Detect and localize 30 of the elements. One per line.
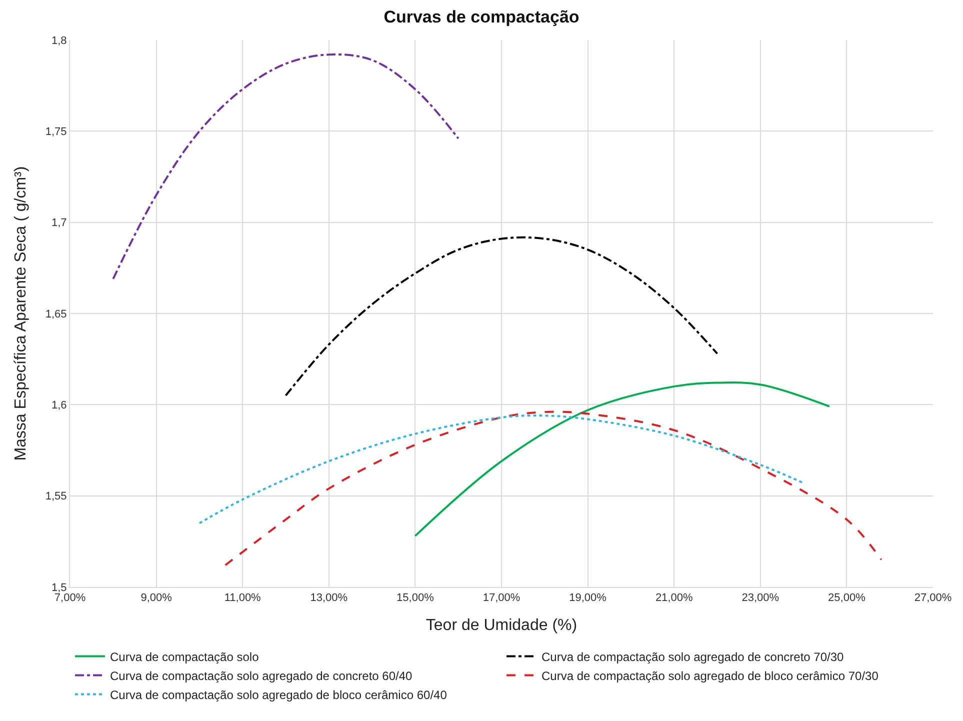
x-tick-label: 11,00% — [224, 592, 262, 604]
y-tick-label: 1,65 — [45, 308, 67, 320]
legend-label: Curva de compactação solo — [110, 650, 260, 664]
y-tick-label: 1,8 — [52, 34, 67, 47]
line-series — [198, 414, 805, 524]
x-tick-label: 21,00% — [655, 592, 693, 604]
chart-title: Curvas de compactação — [384, 8, 580, 27]
x-tick-label: 19,00% — [569, 592, 607, 604]
y-tick-label: 1,55 — [45, 490, 67, 503]
line-series — [224, 410, 882, 566]
x-tick-label: 17,00% — [482, 592, 520, 604]
legend-label: Curva de compactação solo agregado de concreto 70/30 — [542, 650, 844, 664]
y-tick-label: 1,75 — [45, 126, 67, 138]
y-tick-label: 1,7 — [52, 217, 67, 230]
x-tick-label: 9,00% — [140, 592, 172, 604]
x-tick-label: 27,00% — [914, 592, 952, 604]
legend-label: Curva de compactação solo agregado de concreto 60/40 — [110, 668, 413, 683]
line-series — [414, 382, 830, 537]
y-axis-title: Massa Específica Aparente Seca ( g/cm³) — [12, 166, 30, 461]
y-tick-label: 1,6 — [52, 400, 67, 412]
legend-label: Curva de compactação solo agregado de bloco cerâmico 70/30 — [542, 668, 879, 683]
line-series — [112, 53, 460, 280]
x-axis-title: Teor de Umidade (%) — [426, 616, 578, 634]
x-tick-label: 13,00% — [310, 592, 348, 604]
x-tick-label: 7,00% — [54, 592, 86, 604]
y-tick-label: 1,5 — [52, 582, 67, 594]
legend-label: Curva de compactação solo agregado de bloco cerâmico 60/40 — [110, 688, 448, 702]
x-tick-label: 15,00% — [396, 592, 434, 604]
x-tick-label: 23,00% — [742, 592, 780, 604]
x-tick-label: 25,00% — [828, 592, 866, 604]
